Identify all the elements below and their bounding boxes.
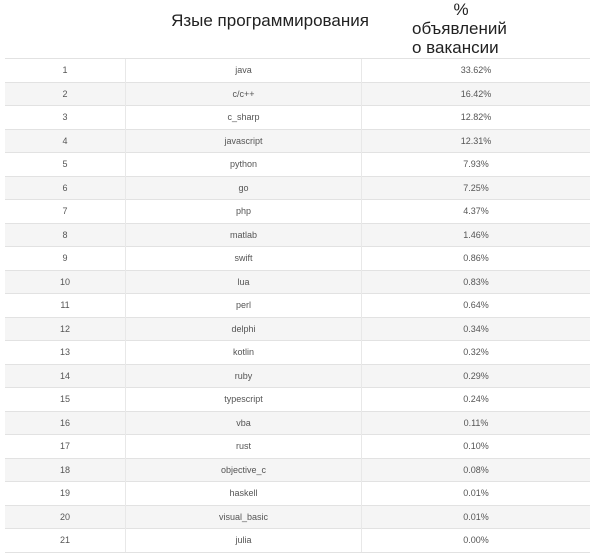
- rank-cell: 1: [5, 58, 126, 82]
- language-cell: php: [125, 199, 362, 223]
- table-row: 4 javascript 12.31%: [5, 128, 590, 153]
- table-row: 7 php 4.37%: [5, 199, 590, 223]
- percent-cell: 0.86%: [361, 246, 590, 270]
- table-row: 17 rust 0.10%: [5, 434, 590, 458]
- language-cell: vba: [125, 410, 362, 435]
- language-cell: python: [125, 152, 362, 176]
- rank-cell: 2: [5, 81, 126, 106]
- language-cell: go: [125, 175, 362, 200]
- rank-cell: 8: [5, 222, 126, 247]
- table-row: 9 swift 0.86%: [5, 246, 590, 270]
- percent-cell: 0.29%: [361, 363, 590, 388]
- table-row: 21 julia 0.00%: [5, 528, 590, 553]
- percent-cell: 12.31%: [361, 128, 590, 153]
- language-cell: c/c++: [125, 81, 362, 106]
- percent-cell: 16.42%: [361, 81, 590, 106]
- language-cell: swift: [125, 246, 362, 270]
- table-row: 20 visual_basic 0.01%: [5, 504, 590, 529]
- language-cell: lua: [125, 269, 362, 294]
- rank-cell: 10: [5, 269, 126, 294]
- percent-cell: 0.83%: [361, 269, 590, 294]
- language-cell: matlab: [125, 222, 362, 247]
- language-cell: haskell: [125, 481, 362, 505]
- table-row: 14 ruby 0.29%: [5, 363, 590, 388]
- table-row: 10 lua 0.83%: [5, 269, 590, 294]
- percent-cell: 7.25%: [361, 175, 590, 200]
- rank-cell: 6: [5, 175, 126, 200]
- languages-table: 1 java 33.62% 2 c/c++ 16.42% 3 c_sharp 12.82% 4 ja…: [5, 58, 590, 553]
- rank-cell: 14: [5, 363, 126, 388]
- percent-cell: 0.01%: [361, 504, 590, 529]
- language-cell: kotlin: [125, 340, 362, 364]
- percent-cell: 0.32%: [361, 340, 590, 364]
- rank-cell: 17: [5, 434, 126, 458]
- language-cell: visual_basic: [125, 504, 362, 529]
- language-cell: c_sharp: [125, 105, 362, 129]
- table-row: 11 perl 0.64%: [5, 293, 590, 317]
- language-cell: typescript: [125, 387, 362, 411]
- rank-cell: 5: [5, 152, 126, 176]
- rank-cell: 15: [5, 387, 126, 411]
- rank-cell: 21: [5, 528, 126, 553]
- table-row: 1 java 33.62%: [5, 58, 590, 82]
- rank-cell: 19: [5, 481, 126, 505]
- percent-header-line1: объявлений: [412, 19, 507, 38]
- table-row: 3 c_sharp 12.82%: [5, 105, 590, 129]
- language-cell: delphi: [125, 316, 362, 341]
- percent-header-line2: о вакансии: [412, 38, 499, 57]
- table-row: 19 haskell 0.01%: [5, 481, 590, 505]
- percent-cell: 0.08%: [361, 457, 590, 482]
- language-cell: objective_c: [125, 457, 362, 482]
- percent-cell: 1.46%: [361, 222, 590, 247]
- rank-cell: 3: [5, 105, 126, 129]
- percent-cell: 0.24%: [361, 387, 590, 411]
- rank-cell: 4: [5, 128, 126, 153]
- table-row: 16 vba 0.11%: [5, 410, 590, 435]
- rank-cell: 18: [5, 457, 126, 482]
- percent-cell: 33.62%: [361, 58, 590, 82]
- rank-cell: 20: [5, 504, 126, 529]
- percent-cell: 0.34%: [361, 316, 590, 341]
- rank-cell: 12: [5, 316, 126, 341]
- percent-cell: 0.10%: [361, 434, 590, 458]
- rank-cell: 9: [5, 246, 126, 270]
- table-row: 15 typescript 0.24%: [5, 387, 590, 411]
- percent-cell: 0.00%: [361, 528, 590, 553]
- table-row: 13 kotlin 0.32%: [5, 340, 590, 364]
- language-cell: perl: [125, 293, 362, 317]
- rank-cell: 16: [5, 410, 126, 435]
- percent-cell: 4.37%: [361, 199, 590, 223]
- percent-cell: 0.64%: [361, 293, 590, 317]
- table-row: 2 c/c++ 16.42%: [5, 81, 590, 106]
- language-cell: julia: [125, 528, 362, 553]
- rank-cell: 11: [5, 293, 126, 317]
- rank-cell: 7: [5, 199, 126, 223]
- percent-cell: 12.82%: [361, 105, 590, 129]
- table-row: 18 objective_c 0.08%: [5, 457, 590, 482]
- language-cell: rust: [125, 434, 362, 458]
- language-cell: javascript: [125, 128, 362, 153]
- language-cell: java: [125, 58, 362, 82]
- column-header-language: Языe программирования: [171, 11, 369, 30]
- table-row: 12 delphi 0.34%: [5, 316, 590, 341]
- percent-cell: 0.11%: [361, 410, 590, 435]
- rank-cell: 13: [5, 340, 126, 364]
- percent-symbol: %: [453, 0, 469, 19]
- percent-cell: 7.93%: [361, 152, 590, 176]
- table-row: 6 go 7.25%: [5, 175, 590, 200]
- percent-cell: 0.01%: [361, 481, 590, 505]
- column-header-percent: % объявлений о вакансии: [412, 0, 510, 57]
- table-row: 5 python 7.93%: [5, 152, 590, 176]
- language-cell: ruby: [125, 363, 362, 388]
- table-row: 8 matlab 1.46%: [5, 222, 590, 247]
